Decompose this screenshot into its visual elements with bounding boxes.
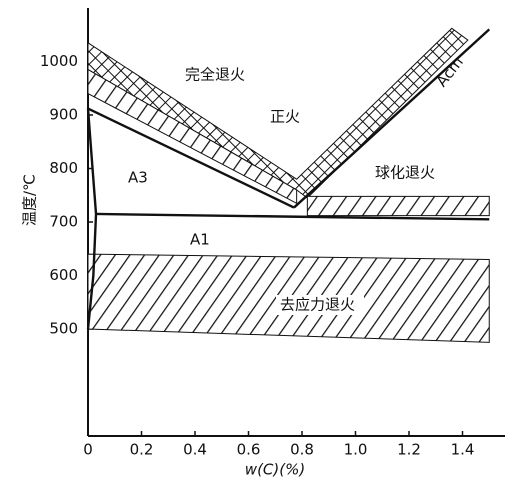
label-bg [276, 295, 364, 315]
x-tick-label: 0.8 [290, 441, 314, 459]
phase-line [293, 28, 491, 209]
y-tick-label: 1000 [40, 52, 78, 70]
x-tick-label: 0 [83, 441, 93, 459]
label-bg [266, 107, 306, 127]
region-label: 球化退火 [375, 164, 435, 182]
label-bg [371, 163, 443, 183]
phase-line [96, 212, 490, 221]
label-bg [181, 65, 253, 85]
region [87, 68, 298, 205]
x-tick-label: 0.6 [237, 441, 261, 459]
y-tick-label: 600 [49, 266, 78, 284]
x-tick-label: 0.2 [130, 441, 154, 459]
y-axis-label: 温度/℃ [21, 174, 39, 226]
phase-line [86, 108, 98, 330]
x-tick-label: 0.4 [183, 441, 207, 459]
x-axis-label: w(C)(%) [245, 461, 305, 479]
x-tick-label: 1.4 [451, 441, 475, 459]
y-tick-label: 500 [49, 320, 78, 338]
x-tick-label: 1.2 [397, 441, 421, 459]
line-label: A1 [190, 231, 210, 249]
region-label: 去应力退火 [280, 296, 355, 314]
line-label: A3 [128, 169, 148, 187]
y-tick-label: 800 [49, 159, 78, 177]
region-label: 正火 [270, 108, 300, 126]
y-tick-label: 700 [49, 213, 78, 231]
phase-line [87, 107, 295, 209]
x-tick-label: 1.0 [344, 441, 368, 459]
region [306, 195, 490, 217]
y-tick-label: 900 [49, 106, 78, 124]
region-label: 完全退火 [185, 66, 245, 84]
